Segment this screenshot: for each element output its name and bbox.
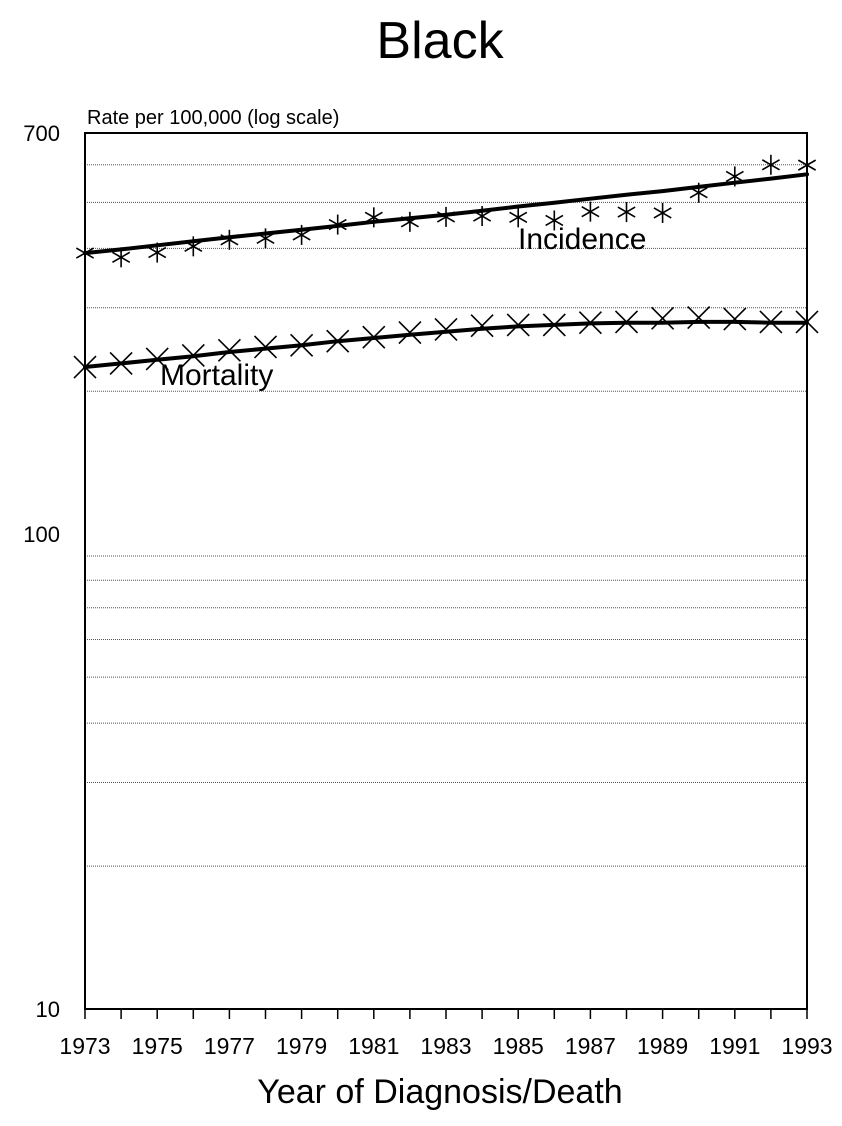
point-mortality [578, 311, 602, 335]
y-tick-label: 10 [36, 997, 60, 1022]
point-incidence [292, 224, 311, 245]
point-mortality [109, 351, 133, 375]
point-incidence [725, 166, 744, 187]
data-markers [73, 154, 819, 379]
point-mortality [181, 343, 205, 368]
point-incidence [256, 228, 275, 249]
point-mortality [290, 333, 314, 357]
point-incidence [436, 206, 456, 227]
point-mortality [326, 329, 350, 353]
point-mortality [73, 355, 97, 379]
point-incidence [689, 182, 708, 203]
point-mortality [470, 314, 494, 338]
point-incidence [797, 155, 817, 176]
fitted-lines [83, 172, 809, 369]
point-mortality [398, 320, 422, 345]
point-incidence [653, 202, 672, 223]
point-incidence [112, 247, 131, 268]
point-mortality [687, 305, 711, 330]
point-mortality [723, 307, 747, 331]
gridlines [85, 164, 807, 867]
y-tick-label: 100 [23, 522, 60, 547]
x-tick-label: 1981 [348, 1033, 399, 1059]
point-incidence [761, 154, 780, 175]
point-incidence [400, 211, 419, 232]
point-mortality [217, 338, 241, 362]
point-incidence [364, 207, 383, 228]
x-tick-label: 1983 [420, 1033, 471, 1059]
chart-title: Black [376, 12, 504, 70]
x-tick-label: 1987 [565, 1033, 616, 1059]
y-tick-label: 700 [23, 121, 60, 146]
point-incidence [220, 229, 239, 250]
x-axis-label: Year of Diagnosis/Death [257, 1073, 622, 1111]
point-incidence [75, 243, 95, 264]
plot-area-frame [84, 132, 808, 1010]
series-label-incidence: Incidence [518, 223, 646, 256]
x-tick-label: 1985 [493, 1033, 544, 1059]
y-axis-label: Rate per 100,000 (log scale) [87, 107, 339, 129]
x-tick-label: 1993 [781, 1033, 832, 1059]
x-tick-label: 1973 [59, 1033, 110, 1059]
y-axis-ticks: 700 100 10 [23, 121, 60, 1022]
point-mortality [614, 310, 639, 334]
x-tick-label: 1975 [132, 1033, 183, 1059]
x-tick-label: 1979 [276, 1033, 327, 1059]
point-incidence [545, 210, 564, 231]
point-mortality [542, 313, 566, 337]
x-tick-label: 1991 [709, 1033, 760, 1059]
x-axis-ticks: 1973 1975 1977 1979 1981 1983 1985 1987 1989 1991… [59, 1009, 833, 1059]
point-mortality [651, 306, 675, 330]
x-tick-label: 1977 [204, 1033, 255, 1059]
point-incidence [328, 214, 347, 235]
point-mortality [434, 317, 458, 341]
point-mortality [253, 335, 278, 359]
point-mortality [759, 310, 783, 334]
point-incidence [184, 236, 203, 257]
point-incidence [148, 242, 167, 263]
point-incidence [473, 206, 492, 227]
series-label-mortality: Mortality [160, 359, 273, 392]
point-mortality [362, 325, 386, 349]
point-mortality [145, 347, 169, 371]
point-mortality [506, 313, 530, 337]
fitted-line-mortality [83, 319, 809, 369]
point-incidence [581, 201, 600, 222]
point-incidence [509, 207, 528, 228]
point-incidence [617, 202, 636, 223]
point-mortality [795, 310, 819, 334]
x-tick-label: 1989 [637, 1033, 688, 1059]
